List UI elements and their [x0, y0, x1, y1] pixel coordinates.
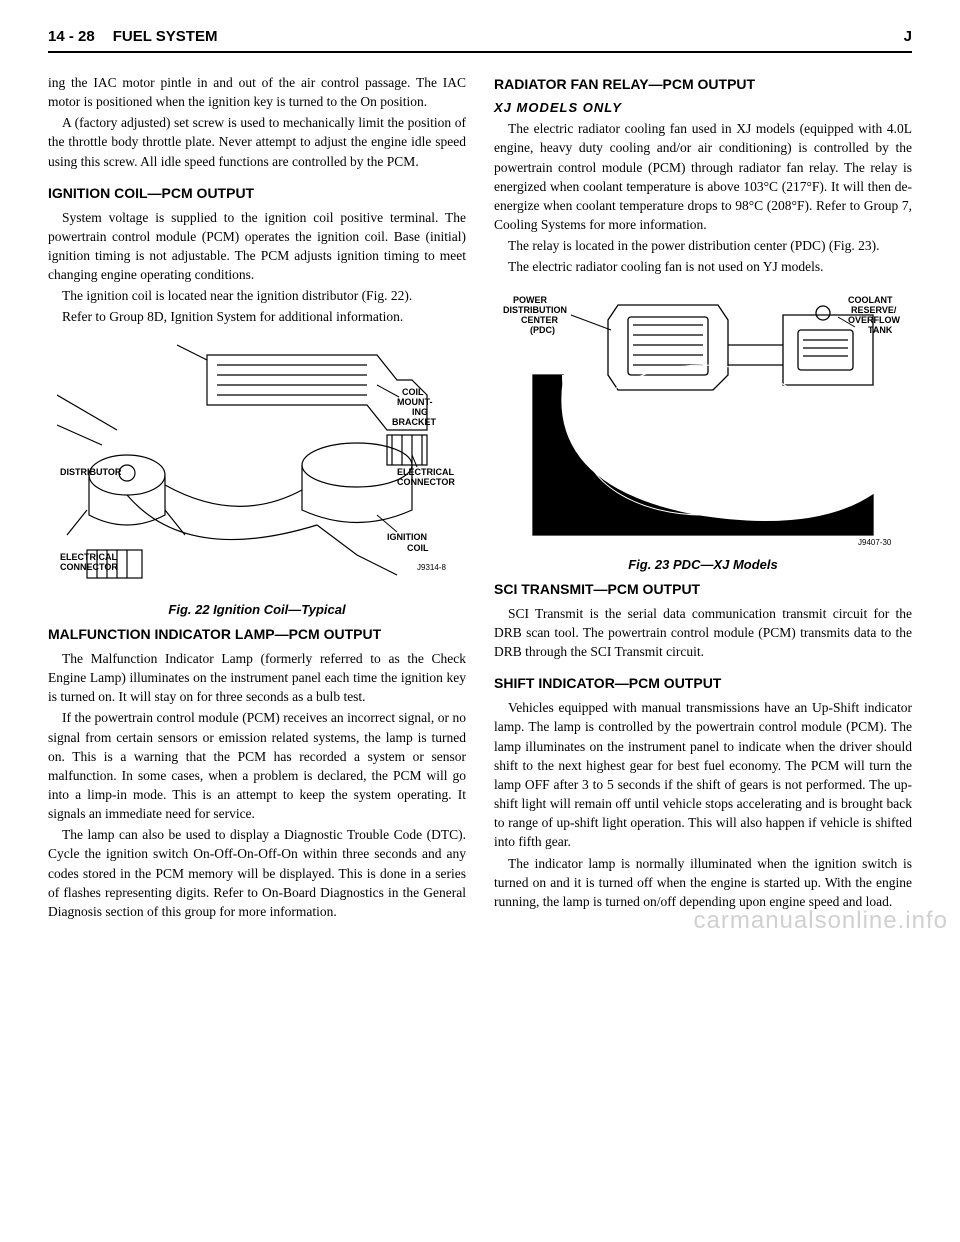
svg-text:IGNITION: IGNITION [387, 532, 427, 542]
paragraph: SCI Transmit is the serial data communic… [494, 604, 912, 661]
svg-text:COOLANT: COOLANT [848, 295, 893, 305]
label-coil-mount: COIL MOUNT- ING BRACKET [392, 387, 437, 427]
section-heading: SCI TRANSMIT—PCM OUTPUT [494, 580, 912, 600]
svg-text:CENTER: CENTER [521, 315, 559, 325]
figure-23-caption: Fig. 23 PDC—XJ Models [494, 556, 912, 574]
label-distributor: DISTRIBUTOR [60, 467, 122, 477]
section-title: FUEL SYSTEM [113, 28, 218, 45]
paragraph: The indicator lamp is normally illuminat… [494, 854, 912, 911]
figure-ref: J9314-8 [417, 563, 446, 572]
figure-22-caption: Fig. 22 Ignition Coil—Typical [48, 601, 466, 619]
pdc-diagram: POWER DISTRIBUTION CENTER (PDC) COOLANT … [503, 285, 903, 550]
svg-text:RESERVE/: RESERVE/ [851, 305, 897, 315]
paragraph: The ignition coil is located near the ig… [48, 286, 466, 305]
svg-text:COIL: COIL [402, 387, 424, 397]
section-heading: MALFUNCTION INDICATOR LAMP—PCM OUTPUT [48, 625, 466, 645]
svg-text:OVERFLOW: OVERFLOW [848, 315, 901, 325]
label-pdc: POWER DISTRIBUTION CENTER (PDC) [503, 295, 567, 335]
content-columns: ing the IAC motor pintle in and out of t… [48, 73, 912, 923]
svg-text:(PDC): (PDC) [530, 325, 555, 335]
paragraph: The electric radiator cooling fan is not… [494, 257, 912, 276]
svg-text:DISTRIBUTION: DISTRIBUTION [503, 305, 567, 315]
label-elec-conn-right: ELECTRICAL CONNECTOR [397, 467, 455, 487]
svg-text:CONNECTOR: CONNECTOR [60, 562, 118, 572]
paragraph: Vehicles equipped with manual transmissi… [494, 698, 912, 851]
paragraph: The Malfunction Indicator Lamp (formerly… [48, 649, 466, 706]
svg-text:ELECTRICAL: ELECTRICAL [60, 552, 117, 562]
svg-text:ELECTRICAL: ELECTRICAL [397, 467, 454, 477]
label-ignition-coil: IGNITION COIL [387, 532, 429, 553]
paragraph: ing the IAC motor pintle in and out of t… [48, 73, 466, 111]
svg-text:CONNECTOR: CONNECTOR [397, 477, 455, 487]
svg-text:POWER: POWER [513, 295, 548, 305]
paragraph: A (factory adjusted) set screw is used t… [48, 113, 466, 170]
header-rule [48, 51, 912, 53]
figure-23: POWER DISTRIBUTION CENTER (PDC) COOLANT … [494, 285, 912, 574]
section-heading: SHIFT INDICATOR—PCM OUTPUT [494, 674, 912, 694]
svg-text:COIL: COIL [407, 543, 429, 553]
paragraph: The electric radiator cooling fan used i… [494, 119, 912, 234]
section-heading: IGNITION COIL—PCM OUTPUT [48, 184, 466, 204]
header-left: 14 - 28 FUEL SYSTEM [48, 28, 217, 45]
figure-ref: J9407-30 [858, 538, 892, 547]
left-column: ing the IAC motor pintle in and out of t… [48, 73, 466, 923]
paragraph: The lamp can also be used to display a D… [48, 825, 466, 921]
section-heading: RADIATOR FAN RELAY—PCM OUTPUT [494, 75, 912, 95]
paragraph: System voltage is supplied to the igniti… [48, 208, 466, 285]
svg-text:BRACKET: BRACKET [392, 417, 437, 427]
paragraph: Refer to Group 8D, Ignition System for a… [48, 307, 466, 326]
page-header: 14 - 28 FUEL SYSTEM J [48, 28, 912, 45]
paragraph: The relay is located in the power distri… [494, 236, 912, 255]
svg-text:MOUNT-: MOUNT- [397, 397, 433, 407]
label-elec-conn-left: ELECTRICAL CONNECTOR [60, 552, 118, 572]
right-column: RADIATOR FAN RELAY—PCM OUTPUT XJ MODELS … [494, 73, 912, 923]
svg-text:TANK: TANK [868, 325, 893, 335]
header-right: J [904, 28, 912, 45]
label-coolant: COOLANT RESERVE/ OVERFLOW TANK [848, 295, 901, 335]
figure-22: DISTRIBUTOR COIL MOUNT- ING BRACKET ELEC… [48, 335, 466, 619]
svg-text:ING: ING [412, 407, 428, 417]
paragraph: If the powertrain control module (PCM) r… [48, 708, 466, 823]
page-number: 14 - 28 [48, 28, 95, 45]
ignition-coil-diagram: DISTRIBUTOR COIL MOUNT- ING BRACKET ELEC… [57, 335, 457, 595]
watermark: carmanualsonline.info [694, 907, 948, 935]
subheading: XJ MODELS ONLY [494, 99, 912, 117]
